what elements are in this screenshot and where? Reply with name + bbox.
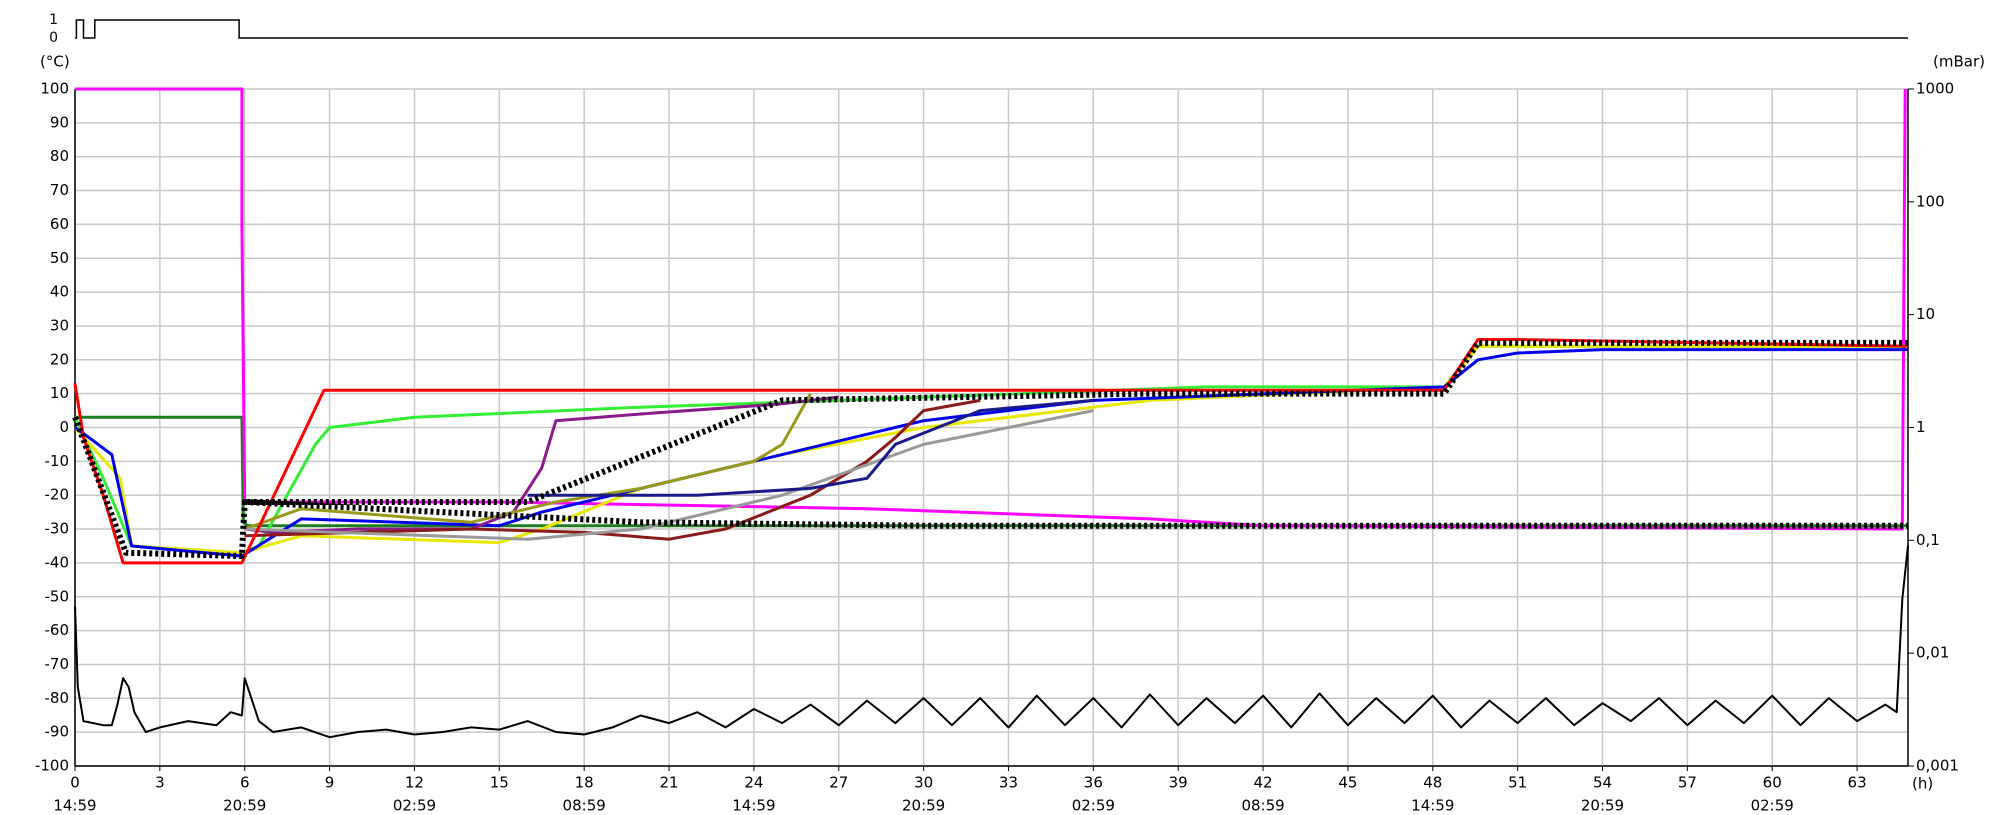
temperature-line	[244, 398, 981, 541]
y-tick-label: 0	[59, 418, 69, 436]
y2-tick-label: 0,001	[1916, 757, 1959, 775]
temperature-line	[244, 499, 1908, 529]
x-axis-label: (h)	[1912, 775, 1933, 793]
digital-tick-label: 1	[49, 12, 58, 28]
x-tick-label: 21	[659, 774, 678, 792]
temperature-line	[75, 87, 1907, 531]
time-tick-label: 02:59	[1751, 797, 1794, 815]
time-tick-label: 14:59	[1411, 797, 1454, 815]
time-tick-label: 20:59	[902, 797, 945, 815]
y-tick-label: 20	[50, 350, 69, 368]
y-tick-label: -70	[45, 655, 70, 673]
temperature-line	[75, 415, 1908, 528]
time-tick-label: 14:59	[732, 797, 775, 815]
time-tick-label: 08:59	[1241, 797, 1284, 815]
x-tick-label: 18	[575, 774, 594, 792]
x-tick-label: 42	[1254, 774, 1273, 792]
x-tick-label: 60	[1763, 774, 1782, 792]
x-tick-label: 51	[1508, 774, 1527, 792]
y-tick-label: 100	[40, 80, 69, 98]
y2-tick-label: 0,1	[1916, 531, 1940, 549]
y2-tick-label: 1	[1916, 418, 1926, 436]
x-tick-label: 6	[240, 774, 250, 792]
y-axis-label: (°C)	[40, 53, 70, 71]
time-tick-label: 20:59	[1581, 797, 1624, 815]
y-tick-label: 10	[50, 384, 69, 402]
time-tick-label: 20:59	[223, 797, 266, 815]
y-tick-label: 70	[50, 181, 69, 199]
x-tick-label: 3	[155, 774, 165, 792]
y-tick-label: -100	[35, 757, 69, 775]
y2-tick-label: 10	[1916, 305, 1935, 323]
y2-tick-label: 1000	[1916, 80, 1954, 98]
y-tick-label: 30	[50, 316, 69, 334]
digital-tick-label: 0	[49, 30, 58, 46]
x-tick-label: 27	[829, 774, 848, 792]
y-tick-label: -40	[45, 553, 70, 571]
x-tick-label: 12	[405, 774, 424, 792]
x-tick-label: 39	[1169, 774, 1188, 792]
y2-tick-label: 100	[1916, 192, 1945, 210]
temperature-line	[527, 398, 1094, 497]
x-tick-label: 33	[999, 774, 1018, 792]
y-tick-label: 80	[50, 147, 69, 165]
y-tick-label: 50	[50, 249, 69, 267]
x-tick-label: 0	[70, 774, 80, 792]
temperature-line	[73, 338, 1909, 565]
x-tick-label: 15	[490, 774, 509, 792]
y-tick-label: -10	[45, 452, 70, 470]
y-tick-label: -80	[45, 689, 70, 707]
y-tick-label: -30	[45, 520, 70, 538]
x-tick-label: 30	[914, 774, 933, 792]
y-tick-label: 40	[50, 283, 69, 301]
x-tick-label: 54	[1593, 774, 1612, 792]
pressure-line	[74, 545, 1909, 739]
x-tick-label: 45	[1338, 774, 1357, 792]
y2-axis-label: (mBar)	[1933, 53, 1985, 71]
time-tick-label: 02:59	[1072, 797, 1115, 815]
time-tick-label: 14:59	[53, 797, 96, 815]
y-tick-label: 60	[50, 215, 69, 233]
digital-line	[75, 19, 1908, 39]
y-tick-label: -20	[45, 486, 70, 504]
y-tick-label: -50	[45, 587, 70, 605]
x-tick-label: 57	[1678, 774, 1697, 792]
y-tick-label: 90	[50, 113, 69, 131]
x-tick-label: 24	[744, 774, 763, 792]
x-tick-label: 48	[1423, 774, 1442, 792]
y-tick-label: -90	[45, 723, 70, 741]
temperature-line	[72, 339, 1908, 560]
x-tick-label: 36	[1084, 774, 1103, 792]
time-tick-label: 08:59	[563, 797, 606, 815]
y2-tick-label: 0,01	[1916, 644, 1949, 662]
x-tick-label: 63	[1848, 774, 1867, 792]
time-tick-label: 02:59	[393, 797, 436, 815]
temperature-line	[244, 409, 1094, 541]
y-tick-label: -60	[45, 621, 70, 639]
x-tick-label: 9	[325, 774, 335, 792]
